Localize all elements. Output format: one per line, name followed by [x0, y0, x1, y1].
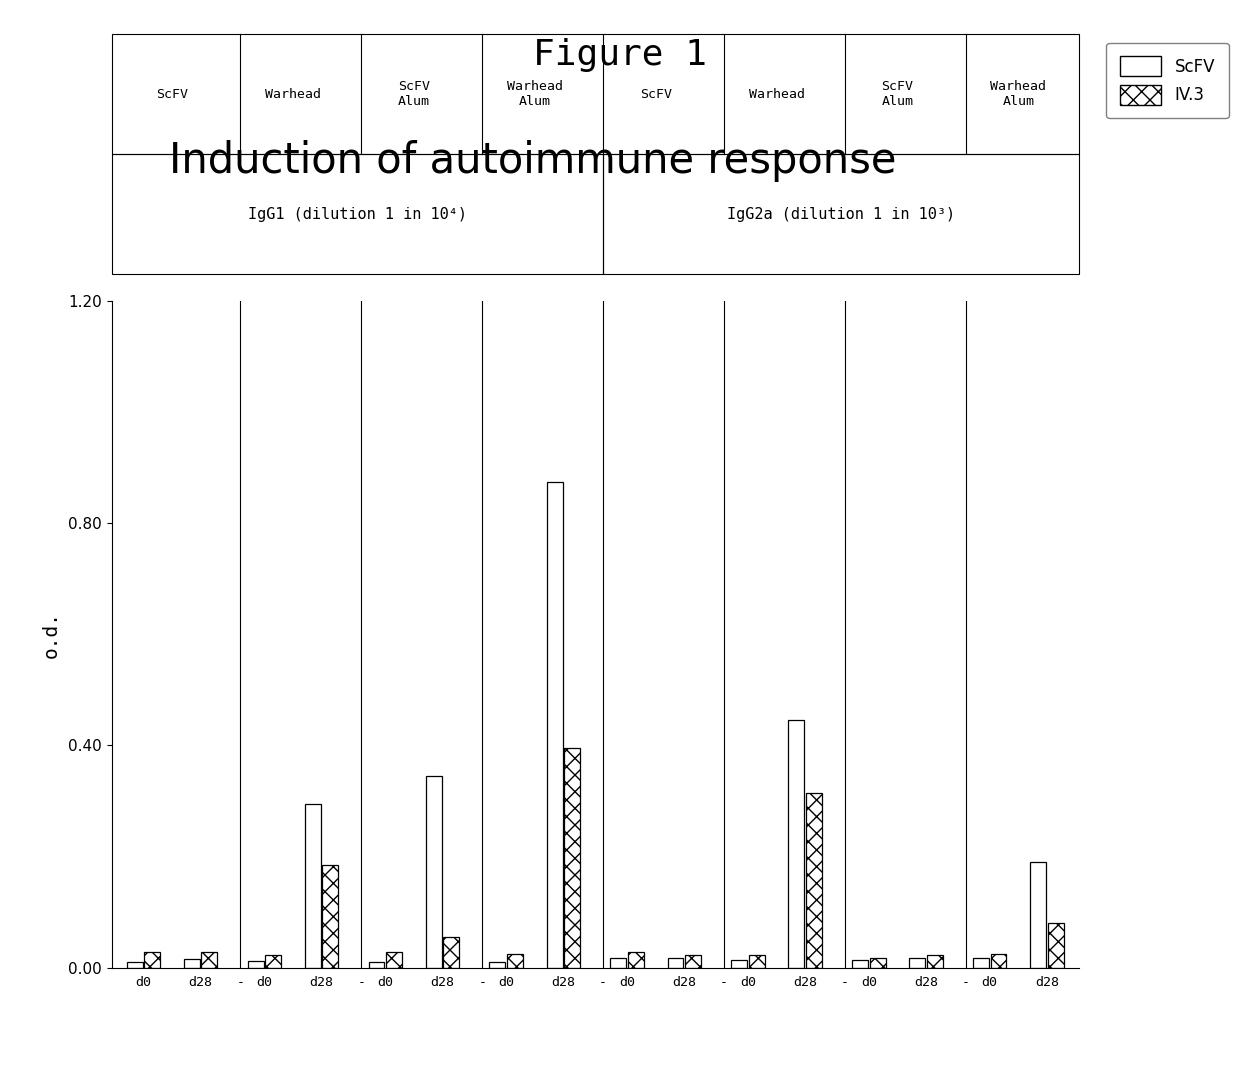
Text: ScFV
Alum: ScFV Alum [882, 81, 914, 109]
Bar [1030, 862, 1047, 968]
Bar [507, 954, 523, 968]
Bar [144, 952, 160, 968]
Bar [265, 956, 281, 968]
Text: ScFV: ScFV [156, 88, 188, 101]
Text: ScFV: ScFV [640, 88, 672, 101]
Bar [564, 748, 580, 968]
Bar [490, 962, 506, 968]
Text: Figure 1: Figure 1 [533, 38, 707, 72]
Bar [248, 961, 264, 968]
Bar [732, 960, 748, 968]
Bar [425, 776, 441, 968]
Bar [749, 956, 765, 968]
Bar [126, 962, 143, 968]
Bar [806, 792, 822, 968]
Bar [789, 720, 805, 968]
Bar [852, 960, 868, 968]
Y-axis label: o.d.: o.d. [42, 611, 61, 658]
Bar [610, 958, 626, 968]
Bar [1048, 923, 1064, 968]
Bar [184, 959, 200, 968]
Bar [547, 482, 563, 968]
Text: Warhead: Warhead [749, 88, 805, 101]
Bar [443, 937, 459, 968]
Bar [973, 958, 990, 968]
Bar [386, 952, 402, 968]
Bar [627, 952, 644, 968]
Bar [368, 962, 384, 968]
Text: Induction of autoimmune response: Induction of autoimmune response [170, 140, 897, 182]
Bar [112, 155, 603, 274]
Bar [201, 952, 217, 968]
Bar [112, 34, 1079, 155]
Bar [991, 954, 1007, 968]
Text: Warhead
Alum: Warhead Alum [991, 81, 1047, 109]
Bar [684, 956, 701, 968]
Bar [909, 958, 925, 968]
Text: IgG2a (dilution 1 in 10³): IgG2a (dilution 1 in 10³) [727, 206, 955, 221]
Bar [603, 155, 1079, 274]
Bar [667, 958, 683, 968]
Text: IgG1 (dilution 1 in 10⁴): IgG1 (dilution 1 in 10⁴) [248, 206, 467, 221]
Text: Warhead: Warhead [265, 88, 321, 101]
Text: ScFV
Alum: ScFV Alum [398, 81, 430, 109]
Text: Warhead
Alum: Warhead Alum [507, 81, 563, 109]
Bar [869, 958, 885, 968]
Bar [305, 804, 321, 968]
Legend: ScFV, IV.3: ScFV, IV.3 [1106, 43, 1229, 118]
Bar [322, 864, 339, 968]
Bar [926, 956, 942, 968]
